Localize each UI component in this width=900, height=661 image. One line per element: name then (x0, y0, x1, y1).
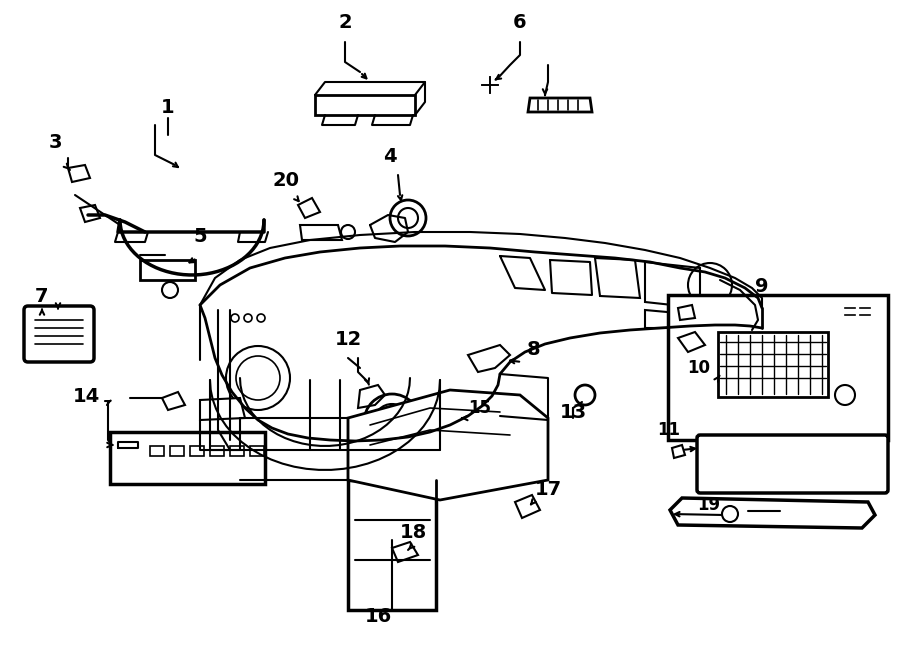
Text: 9: 9 (755, 277, 769, 296)
Bar (250, 446, 264, 456)
Text: 4: 4 (383, 147, 397, 166)
Polygon shape (200, 398, 245, 420)
Bar (668, 295, 888, 440)
Polygon shape (162, 392, 185, 410)
Bar (190, 446, 204, 456)
Text: 20: 20 (273, 171, 300, 190)
Polygon shape (358, 385, 385, 408)
Bar (210, 446, 224, 456)
Polygon shape (672, 445, 685, 458)
Polygon shape (678, 305, 695, 320)
Text: 13: 13 (560, 403, 587, 422)
FancyBboxPatch shape (697, 435, 888, 493)
Text: 1: 1 (161, 98, 175, 117)
Text: 18: 18 (400, 523, 428, 542)
Polygon shape (450, 408, 466, 424)
Polygon shape (300, 225, 342, 240)
Polygon shape (348, 390, 548, 500)
Text: 3: 3 (49, 133, 62, 152)
Polygon shape (68, 165, 90, 182)
Bar (230, 446, 244, 456)
Polygon shape (392, 542, 418, 562)
Text: 5: 5 (194, 227, 207, 246)
Text: 2: 2 (338, 13, 352, 32)
Bar (150, 446, 164, 456)
Polygon shape (80, 205, 100, 222)
Text: 12: 12 (335, 330, 362, 349)
Polygon shape (595, 258, 640, 298)
Text: 11: 11 (657, 421, 680, 439)
Text: 7: 7 (35, 287, 49, 306)
Polygon shape (528, 98, 592, 112)
Polygon shape (645, 310, 700, 328)
Bar (170, 446, 184, 456)
Text: 10: 10 (687, 359, 710, 377)
Polygon shape (670, 498, 875, 528)
Polygon shape (468, 345, 510, 372)
Bar (718, 332, 828, 397)
Bar (140, 260, 195, 280)
Polygon shape (678, 332, 705, 352)
Text: 17: 17 (535, 480, 562, 499)
Bar (110, 432, 265, 484)
Text: 14: 14 (73, 387, 100, 406)
Polygon shape (298, 198, 320, 218)
FancyBboxPatch shape (24, 306, 94, 362)
Text: 15: 15 (468, 399, 491, 417)
Text: 8: 8 (527, 340, 541, 359)
Text: 19: 19 (697, 496, 720, 514)
Polygon shape (515, 495, 540, 518)
Polygon shape (645, 262, 700, 308)
Text: 16: 16 (364, 607, 392, 626)
Polygon shape (315, 95, 415, 115)
Bar (348, 480, 436, 610)
Text: 6: 6 (513, 13, 526, 32)
